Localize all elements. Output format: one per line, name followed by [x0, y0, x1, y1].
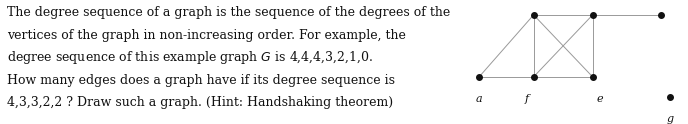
Text: How many edges does a graph have if its degree sequence is: How many edges does a graph have if its … — [7, 74, 395, 87]
Text: f: f — [525, 94, 529, 104]
Text: e: e — [596, 94, 603, 104]
Text: a: a — [476, 94, 482, 104]
Text: The degree sequence of a graph is the sequence of the degrees of the: The degree sequence of a graph is the se… — [7, 6, 450, 19]
Text: 4,3,3,2,2 ? Draw such a graph. (Hint: Handshaking theorem): 4,3,3,2,2 ? Draw such a graph. (Hint: Ha… — [7, 96, 393, 109]
Text: g: g — [666, 114, 674, 124]
Text: degree sequence of this example graph $G$ is 4,4,4,3,2,1,0.: degree sequence of this example graph $G… — [7, 49, 373, 66]
Text: vertices of the graph in non-increasing order. For example, the: vertices of the graph in non-increasing … — [7, 29, 406, 42]
